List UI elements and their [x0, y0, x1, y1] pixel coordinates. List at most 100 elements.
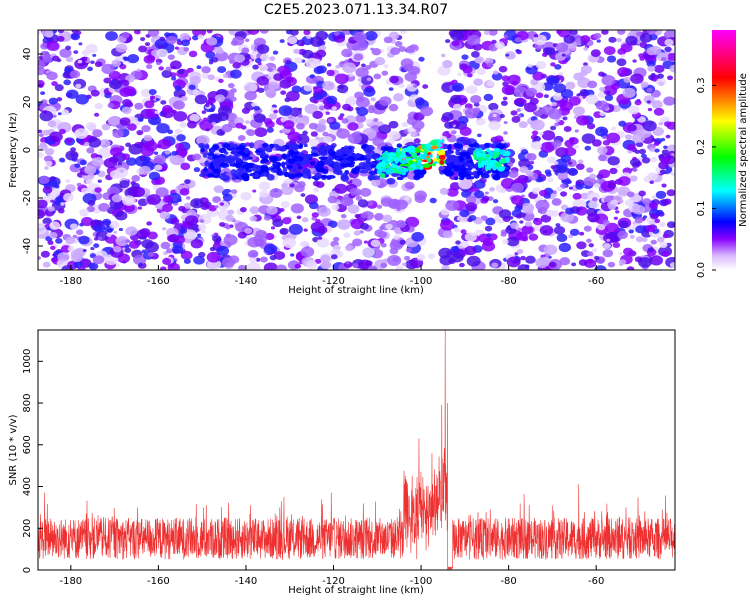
- spectrum-cell: [642, 198, 652, 206]
- spectrum-cell: [128, 143, 143, 155]
- spectrum-cell: [360, 75, 374, 85]
- spectrum-cell: [492, 113, 497, 118]
- spectrum-cell: [171, 151, 178, 156]
- spectrum-cell: [472, 107, 481, 114]
- spectrum-cell: [500, 232, 507, 237]
- spectrum-cell: [160, 100, 167, 105]
- spectrum-cell: [209, 162, 214, 169]
- spectrum-cell: [427, 157, 431, 164]
- spectrum-cell: [266, 127, 274, 133]
- spectrum-cell: [217, 49, 225, 55]
- spectrum-cell: [203, 117, 208, 121]
- spectrum-cell: [221, 257, 236, 268]
- spectrum-cell: [313, 187, 320, 193]
- spectrum-cell: [184, 215, 199, 226]
- spectrum-cell: [299, 143, 304, 149]
- spectrum-cell: [228, 142, 235, 149]
- spectrum-cell: [465, 202, 478, 212]
- spectrum-cell: [626, 143, 636, 151]
- spectrum-cell: [526, 153, 537, 161]
- spectrum-cell: [485, 170, 490, 174]
- spectrum-cell: [336, 128, 350, 139]
- spectrum-cell: [571, 262, 577, 267]
- spectrum-cell: [278, 105, 293, 117]
- spectrum-cell: [336, 84, 349, 94]
- spectrum-cell: [530, 141, 542, 150]
- spectrum-cell: [179, 228, 188, 234]
- spectrum-cell: [450, 252, 464, 263]
- spectrum-cell: [115, 43, 128, 53]
- spectrum-cell: [294, 263, 302, 269]
- spectrum-cell: [553, 226, 566, 235]
- spectrum-cell: [617, 186, 631, 196]
- spectrum-cell: [398, 83, 405, 88]
- spectrum-cell: [399, 160, 409, 164]
- spectrum-cell: [401, 262, 407, 267]
- spectrum-cell: [320, 261, 330, 270]
- spectrum-cell: [229, 69, 242, 79]
- spectrum-cell: [364, 164, 373, 171]
- spectrum-cell: [261, 150, 266, 158]
- spectrum-cell: [580, 65, 593, 74]
- spectrum-cell: [40, 42, 50, 50]
- spectrum-cell: [297, 165, 303, 170]
- y-tick-label: 0: [22, 567, 33, 573]
- spectrum-cell: [403, 196, 410, 201]
- spectrum-cell: [559, 183, 567, 189]
- spectrum-cell: [399, 166, 403, 172]
- spectrum-cell: [376, 204, 383, 209]
- spectrum-cell: [117, 161, 123, 166]
- spectrum-cell: [208, 61, 214, 65]
- spectrum-cell: [94, 102, 104, 110]
- spectrum-cell: [276, 264, 287, 270]
- spectrum-cell: [75, 94, 89, 105]
- spectrum-cell: [273, 73, 284, 81]
- spectrum-cell: [125, 239, 131, 243]
- spectrum-cell: [38, 59, 46, 70]
- spectrum-cell: [525, 170, 534, 177]
- spectrum-cell: [218, 147, 227, 154]
- spectrum-cell: [370, 47, 375, 51]
- spectrum-cell: [444, 121, 454, 129]
- spectrum-cell: [158, 66, 164, 71]
- spectrum-cell: [42, 129, 50, 136]
- spectrum-cell: [628, 229, 634, 234]
- spectrogram-y-ticks: -40 -20 0 20 40: [22, 48, 43, 254]
- spectrum-cell: [42, 110, 48, 114]
- spectrum-cell: [136, 68, 141, 72]
- spectrum-cell: [654, 31, 661, 36]
- spectrum-cell: [144, 100, 155, 109]
- spectrum-cell: [207, 173, 215, 178]
- spectrum-cell: [593, 255, 600, 261]
- spectrum-cell: [521, 202, 535, 213]
- spectrum-cell: [253, 105, 260, 111]
- spectrum-cell: [383, 64, 389, 69]
- spectrum-cell: [355, 114, 367, 123]
- spectrum-cell: [346, 155, 356, 162]
- spectrum-cell: [149, 95, 156, 100]
- spectrum-cell: [466, 34, 481, 46]
- spectrum-cell: [301, 49, 314, 59]
- spectrum-cell: [340, 196, 354, 207]
- spectrum-cell: [254, 58, 262, 64]
- spectrum-cell: [269, 188, 283, 198]
- spectrum-cell: [347, 204, 360, 214]
- spectrum-cell: [457, 171, 468, 178]
- spectrum-cell: [490, 143, 496, 149]
- spectrum-cell: [629, 175, 638, 182]
- spectrum-cell: [553, 161, 559, 165]
- spectrum-cell: [354, 166, 361, 170]
- spectrum-cell: [206, 37, 218, 46]
- spectrum-cell: [301, 171, 312, 179]
- spectrum-cell: [74, 130, 81, 136]
- spectrogram-panel: -180 -160 -140 -120 -100 -80 -60 -40 -20 0 20 40 H…: [8, 29, 676, 296]
- spectrum-cell: [225, 225, 231, 230]
- spectrum-cell: [310, 152, 319, 157]
- spectrum-cell: [429, 197, 437, 204]
- spectrum-cell: [38, 55, 43, 60]
- spectrum-cell: [620, 43, 633, 53]
- spectrum-cell: [604, 94, 614, 102]
- spectrum-cell: [635, 236, 644, 243]
- spectrum-cell: [607, 156, 620, 166]
- spectrum-cell: [380, 242, 387, 248]
